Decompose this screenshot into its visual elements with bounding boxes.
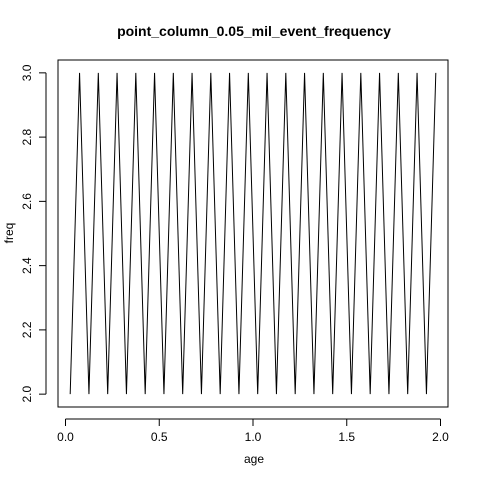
y-tick-label: 3.0 xyxy=(20,64,34,81)
chart-title: point_column_0.05_mil_event_frequency xyxy=(117,23,391,39)
y-tick-label: 2.0 xyxy=(20,385,34,402)
series-group xyxy=(69,72,437,395)
y-tick-label: 2.2 xyxy=(20,321,34,338)
y-tick-label: 2.6 xyxy=(20,193,34,210)
x-tick-label: 0.0 xyxy=(57,430,74,444)
x-tick-label: 1.0 xyxy=(245,430,262,444)
plot-frame xyxy=(57,59,449,408)
x-tick-label: 0.5 xyxy=(151,430,168,444)
x-tick-label: 1.5 xyxy=(338,430,355,444)
y-tick-label: 2.8 xyxy=(20,128,34,145)
x-axis-label: age xyxy=(244,452,264,466)
x-tick-label: 2.0 xyxy=(432,430,449,444)
y-tick-label: 2.4 xyxy=(20,257,34,274)
y-axis: 2.0 2.2 2.4 2.6 2.8 3.0 xyxy=(20,64,47,402)
x-axis: 0.0 0.5 1.0 1.5 2.0 xyxy=(57,418,449,444)
frequency-line xyxy=(69,72,437,395)
y-axis-label: freq xyxy=(2,223,16,244)
